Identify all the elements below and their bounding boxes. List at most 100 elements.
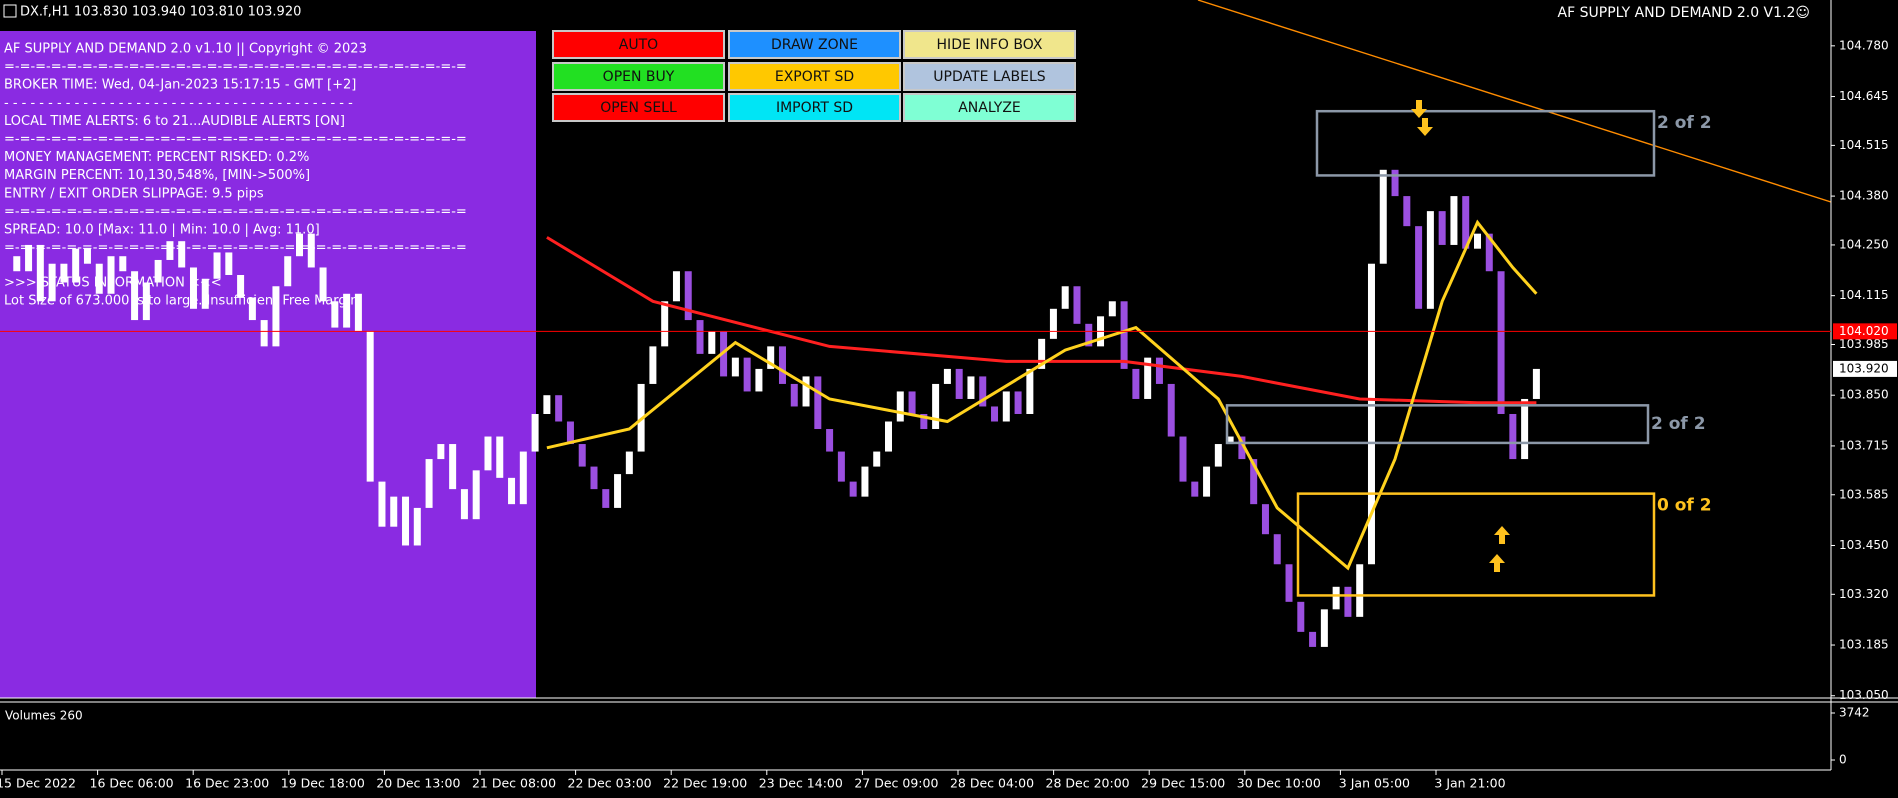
button[interactable]: UPDATE LABELS: [903, 62, 1076, 91]
candle: [354, 293, 362, 332]
candle: [1132, 368, 1140, 399]
candle: [1061, 286, 1069, 309]
button-label[interactable]: IMPORT SD: [776, 100, 853, 116]
price-tick-label: 103.320: [1839, 587, 1889, 601]
button-face[interactable]: [552, 30, 725, 59]
candle: [508, 477, 516, 505]
button-label[interactable]: HIDE INFO BOX: [937, 37, 1043, 53]
button-label[interactable]: OPEN BUY: [603, 69, 675, 85]
candle: [154, 259, 162, 283]
candle: [272, 286, 280, 347]
candle: [649, 346, 657, 384]
candle: [1120, 301, 1128, 369]
button-label[interactable]: EXPORT SD: [775, 69, 854, 85]
price-tick-label: 104.380: [1839, 189, 1889, 203]
button[interactable]: ANALYZE: [903, 93, 1076, 122]
price-tick-label: 104.515: [1839, 138, 1889, 152]
candle: [119, 256, 127, 272]
candle: [814, 376, 822, 430]
candle: [1426, 211, 1434, 309]
candle: [1108, 301, 1116, 317]
candle: [1085, 323, 1093, 347]
button[interactable]: OPEN SELL: [552, 93, 725, 122]
candle: [1238, 436, 1246, 460]
candle: [402, 496, 410, 546]
candle: [1320, 609, 1328, 647]
time-label: 3 Jan 05:00: [1339, 776, 1410, 791]
candle: [614, 474, 622, 508]
candle: [260, 320, 268, 347]
candle: [1450, 196, 1458, 245]
candle: [472, 470, 480, 520]
candle: [672, 271, 680, 302]
supply-demand-zone: [1225, 404, 1650, 445]
button-label[interactable]: AUTO: [619, 37, 658, 53]
zone-label: 2 of 2: [1657, 113, 1712, 133]
candle: [991, 406, 999, 422]
button[interactable]: DRAW ZONE: [728, 30, 901, 59]
button-face[interactable]: [903, 62, 1076, 91]
candle: [543, 395, 551, 414]
candle: [1309, 631, 1317, 647]
candle: [166, 241, 174, 260]
candle: [484, 436, 492, 471]
up-arrow: [1489, 554, 1505, 572]
candle: [72, 248, 80, 283]
button-face[interactable]: [728, 93, 901, 122]
price-tick-label: 103.185: [1839, 638, 1889, 652]
candle: [661, 301, 669, 347]
button-face[interactable]: [552, 93, 725, 122]
candle: [1203, 466, 1211, 497]
candle: [1438, 211, 1446, 245]
button[interactable]: OPEN BUY: [552, 62, 725, 91]
time-label: 20 Dec 13:00: [376, 776, 460, 791]
candle: [1038, 338, 1046, 369]
candle: [178, 241, 186, 268]
candle: [708, 331, 716, 354]
time-label: 16 Dec 06:00: [90, 776, 174, 791]
button-label[interactable]: DRAW ZONE: [771, 37, 858, 53]
candle: [1049, 308, 1057, 339]
candle: [908, 391, 916, 414]
button[interactable]: EXPORT SD: [728, 62, 901, 91]
price-label-box: [1833, 360, 1897, 377]
candle: [1285, 564, 1293, 602]
button-face[interactable]: [903, 30, 1076, 59]
status-line: Lot Size of 673.000 is to large. Insuffi…: [4, 294, 363, 309]
candle: [1474, 233, 1481, 249]
info-line: BROKER TIME: Wed, 04-Jan-2023 15:17:15 -…: [4, 78, 356, 93]
candle: [319, 267, 327, 302]
moving-average: [546, 219, 1538, 571]
candle: [1179, 436, 1187, 482]
price-tick-label: 104.115: [1839, 288, 1889, 302]
candle: [1273, 534, 1281, 565]
button-face[interactable]: [728, 62, 901, 91]
button[interactable]: AUTO: [552, 30, 725, 59]
price-tick-label: 103.850: [1839, 388, 1889, 402]
supply-demand-zone: [1315, 109, 1656, 177]
candle: [578, 444, 586, 467]
button-label[interactable]: UPDATE LABELS: [933, 69, 1046, 85]
candle: [696, 320, 704, 354]
button-face[interactable]: [728, 30, 901, 59]
time-label: 23 Dec 14:00: [759, 776, 843, 791]
button-label[interactable]: ANALYZE: [958, 100, 1021, 116]
candle: [425, 459, 433, 508]
info-line: =-=-=-=-=-=-=-=-=-=-=-=-=-=-=-=-=-=-=-=-…: [4, 241, 467, 256]
candle: [531, 413, 539, 452]
button[interactable]: IMPORT SD: [728, 93, 901, 122]
button[interactable]: HIDE INFO BOX: [903, 30, 1076, 59]
button-face[interactable]: [552, 62, 725, 91]
info-line: MONEY MANAGEMENT: PERCENT RISKED: 0.2%: [4, 150, 309, 165]
candle: [778, 346, 786, 384]
candle: [307, 233, 315, 268]
button-label[interactable]: OPEN SELL: [600, 100, 677, 116]
candle: [284, 256, 292, 287]
info-line: MARGIN PERCENT: 10,130,548%, [MIN->500%]: [4, 168, 310, 183]
volume-title: Volumes 260: [5, 709, 83, 723]
candle: [131, 271, 139, 321]
button-face[interactable]: [903, 93, 1076, 122]
price-label: 103.920: [1839, 361, 1889, 375]
candle: [95, 263, 103, 294]
candle: [590, 466, 598, 490]
